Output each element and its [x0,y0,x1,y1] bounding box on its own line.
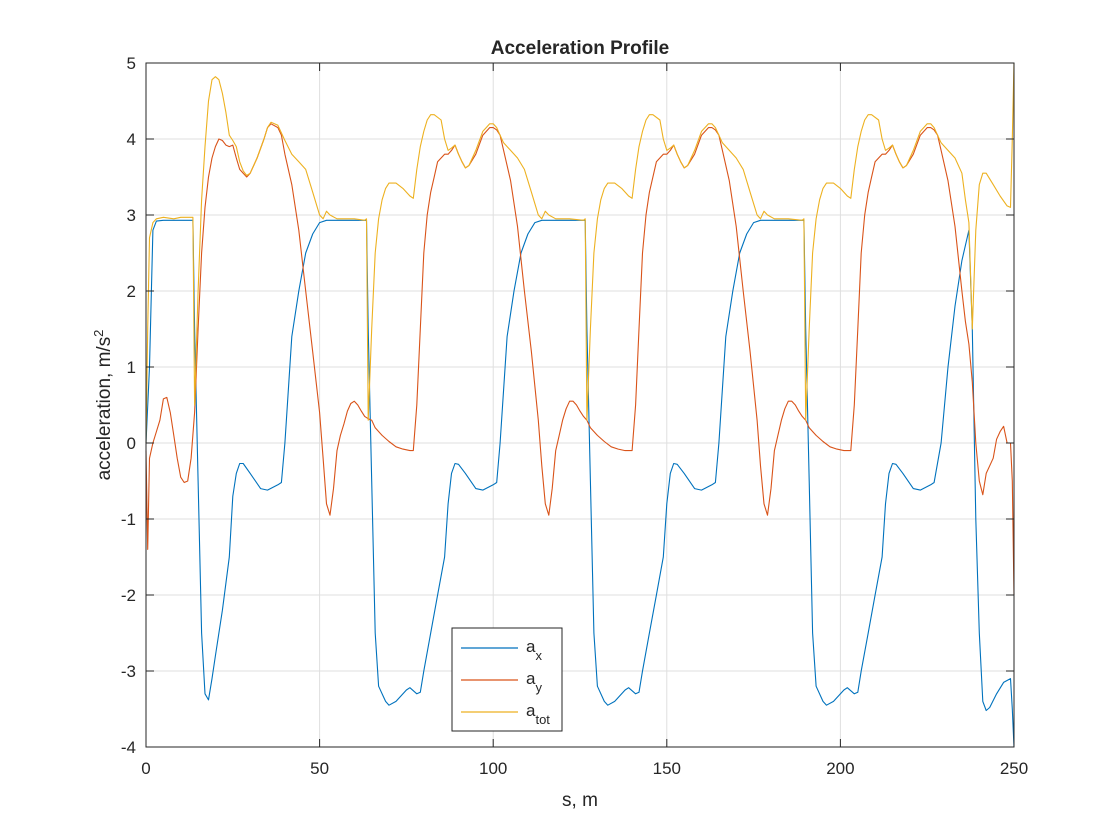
y-tick-label: -4 [121,738,136,757]
y-tick-label: -2 [121,586,136,605]
chart-title: Acceleration Profile [491,38,669,59]
y-axis-label: acceleration, m/s2 [91,330,116,481]
y-axis-label-text: acceleration, m/s [94,337,115,481]
legend-label-base: a [526,669,536,688]
y-tick-label: -3 [121,662,136,681]
x-tick-label: 200 [826,759,854,778]
legend-label-base: a [526,701,536,720]
x-tick-label: 50 [310,759,329,778]
y-tick-label: 5 [127,54,136,73]
y-tick-label: 3 [127,206,136,225]
legend-label-ay: ay [526,669,542,695]
y-tick-label: 0 [127,434,136,453]
axis-ticks: 0 50 100 150 200 250 -4 -3 -2 -1 0 1 2 3 4 5 [121,54,1028,778]
y-axis-label-superscript: 2 [91,330,106,337]
x-tick-label: 0 [141,759,150,778]
legend-label-base: a [526,637,536,656]
x-axis-label: s, m [562,790,598,811]
legend-label-subscript: x [535,648,542,663]
x-tick-label: 100 [479,759,507,778]
y-tick-label: 2 [127,282,136,301]
y-tick-label: 1 [127,358,136,377]
grid-lines [145,62,1015,748]
plot-area [146,63,1014,747]
x-tick-label: 250 [1000,759,1028,778]
series-layer [145,62,1015,748]
legend-label-ax: ax [526,637,542,663]
legend-label-subscript: y [535,680,542,695]
series-line-atot [145,62,1015,444]
y-tick-label: 4 [127,130,136,149]
plot-frame [145,62,1015,748]
legend-label-atot: atot [526,701,550,727]
series-line-ax [145,219,1015,748]
legend-label-subscript: tot [535,712,550,727]
y-tick-label: -1 [121,510,136,529]
x-tick-label: 150 [653,759,681,778]
